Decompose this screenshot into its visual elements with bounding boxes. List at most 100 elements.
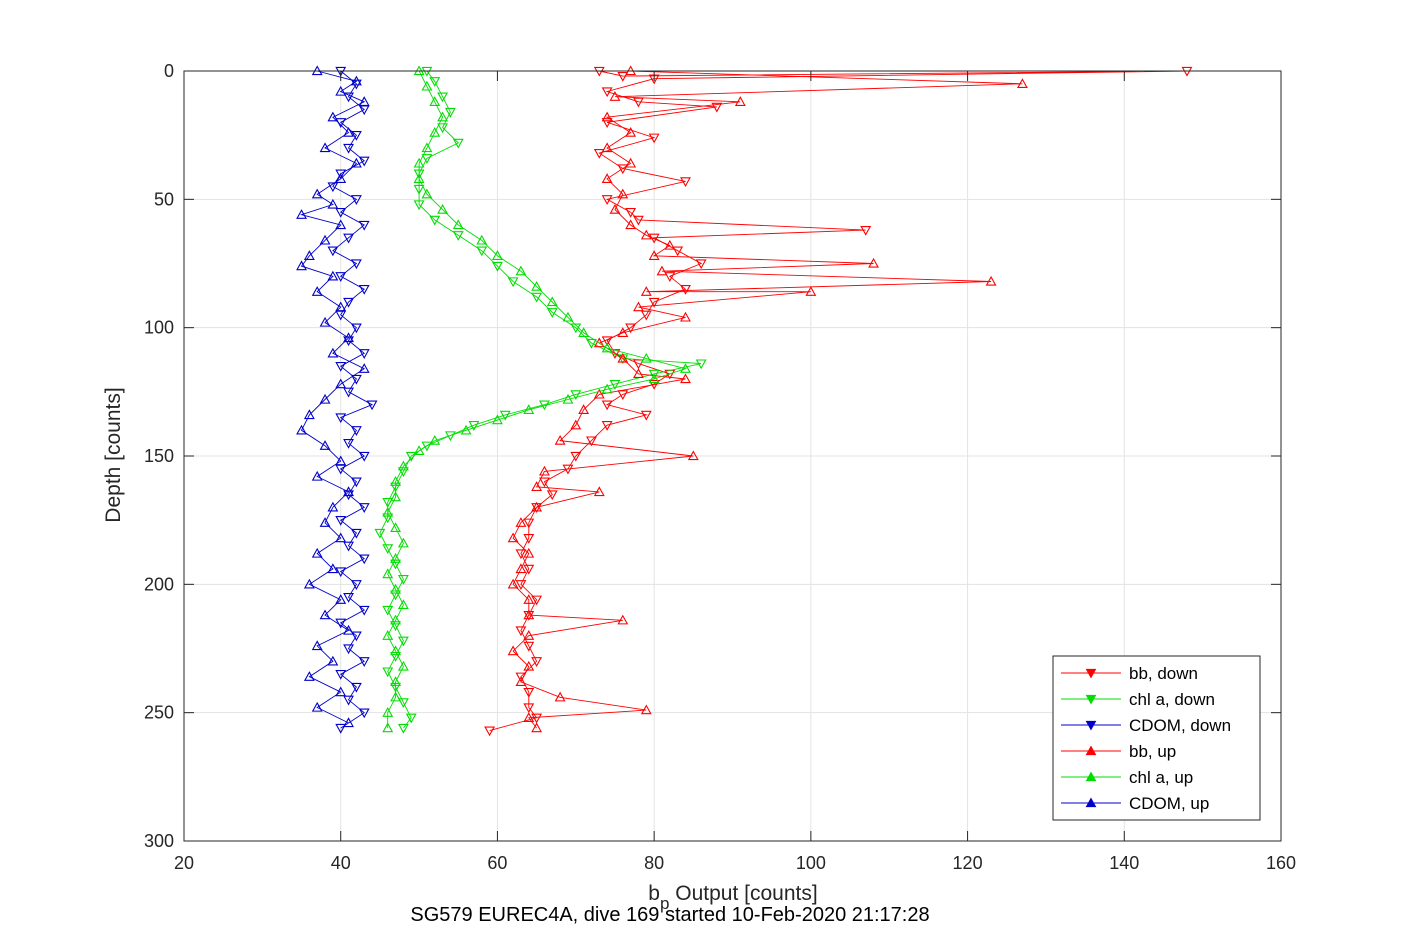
data-point	[515, 626, 527, 637]
x-tick-label: 40	[331, 853, 351, 873]
data-point	[734, 96, 746, 106]
data-point	[358, 451, 370, 462]
data-point	[390, 476, 401, 486]
data-point	[335, 670, 347, 680]
data-point	[397, 537, 409, 548]
data-point	[319, 316, 331, 327]
data-point	[335, 723, 347, 734]
data-point	[335, 567, 347, 578]
data-point	[617, 390, 629, 401]
legend-swatch-marker	[1085, 694, 1097, 705]
data-point	[648, 233, 660, 244]
data-point	[546, 296, 558, 307]
data-point	[327, 563, 339, 574]
legend-swatch-marker	[1085, 720, 1097, 731]
data-point	[593, 337, 605, 348]
data-point	[366, 400, 378, 411]
data-point	[523, 687, 535, 698]
data-point	[664, 272, 676, 282]
data-point	[562, 311, 574, 322]
x-tick-label: 60	[487, 853, 507, 873]
data-point	[429, 126, 441, 137]
data-point	[327, 347, 339, 358]
data-point	[625, 208, 637, 218]
data-point	[327, 111, 339, 122]
data-point	[625, 323, 637, 334]
data-point	[523, 533, 535, 544]
data-point	[343, 92, 354, 103]
data-point	[343, 486, 354, 497]
data-point	[640, 310, 652, 321]
data-point	[593, 486, 605, 497]
data-point	[562, 393, 574, 404]
data-point	[507, 645, 519, 656]
x-tick-label: 80	[644, 853, 664, 873]
data-point	[680, 285, 691, 295]
x-axis-label: bp Output [counts]	[648, 882, 817, 913]
data-point	[633, 359, 644, 370]
legend-entry: chl a, down	[1061, 690, 1215, 709]
data-point	[617, 327, 629, 337]
data-point	[546, 308, 558, 318]
data-point	[695, 259, 707, 270]
data-point	[319, 609, 331, 620]
data-point	[358, 349, 370, 359]
data-point	[672, 246, 684, 257]
data-point	[413, 157, 425, 168]
data-point	[319, 234, 331, 245]
series-chl-a-up	[382, 65, 691, 733]
legend-entry: chl a, up	[1061, 768, 1193, 787]
data-point	[350, 631, 362, 642]
series-line	[332, 70, 374, 729]
data-point	[397, 575, 409, 585]
data-point	[303, 250, 315, 260]
data-point	[633, 368, 644, 379]
data-point	[390, 691, 401, 702]
data-point	[601, 195, 613, 205]
legend-entry: CDOM, up	[1061, 794, 1209, 813]
data-point	[523, 404, 535, 414]
data-point	[429, 77, 441, 87]
y-tick-label: 0	[164, 61, 174, 81]
legend-swatch-marker	[1085, 771, 1097, 782]
data-point	[350, 682, 362, 693]
x-tick-label: 100	[796, 853, 826, 873]
legend-entry: bb, down	[1061, 664, 1198, 683]
data-point	[382, 707, 394, 717]
data-point	[687, 450, 699, 461]
data-point	[601, 400, 613, 411]
data-point	[421, 154, 433, 164]
data-point	[695, 359, 707, 370]
data-point	[507, 532, 519, 543]
data-point	[531, 501, 543, 512]
data-point	[523, 660, 535, 671]
data-point	[382, 513, 394, 524]
data-point	[539, 465, 550, 476]
data-point	[296, 209, 307, 219]
data-point	[468, 421, 480, 431]
data-point	[319, 393, 331, 404]
data-point	[531, 713, 543, 724]
legend-entry: bb, up	[1061, 742, 1176, 761]
data-point	[680, 177, 691, 187]
data-point	[515, 549, 527, 560]
data-point	[523, 641, 535, 652]
data-point	[358, 708, 370, 719]
data-point	[303, 671, 315, 681]
data-point	[452, 138, 464, 149]
data-point	[335, 618, 347, 629]
data-point	[358, 605, 370, 616]
y-tick-label: 250	[144, 703, 174, 723]
data-point	[437, 203, 449, 214]
data-point	[390, 614, 401, 625]
data-point	[656, 265, 668, 276]
data-point	[390, 491, 401, 502]
data-point	[382, 605, 394, 616]
legend-label: CDOM, down	[1129, 716, 1231, 735]
series-chl-a-down	[374, 66, 707, 734]
data-point	[413, 184, 425, 195]
data-point	[531, 595, 543, 606]
data-point	[311, 547, 323, 558]
data-point	[390, 652, 401, 662]
data-point	[640, 704, 652, 715]
